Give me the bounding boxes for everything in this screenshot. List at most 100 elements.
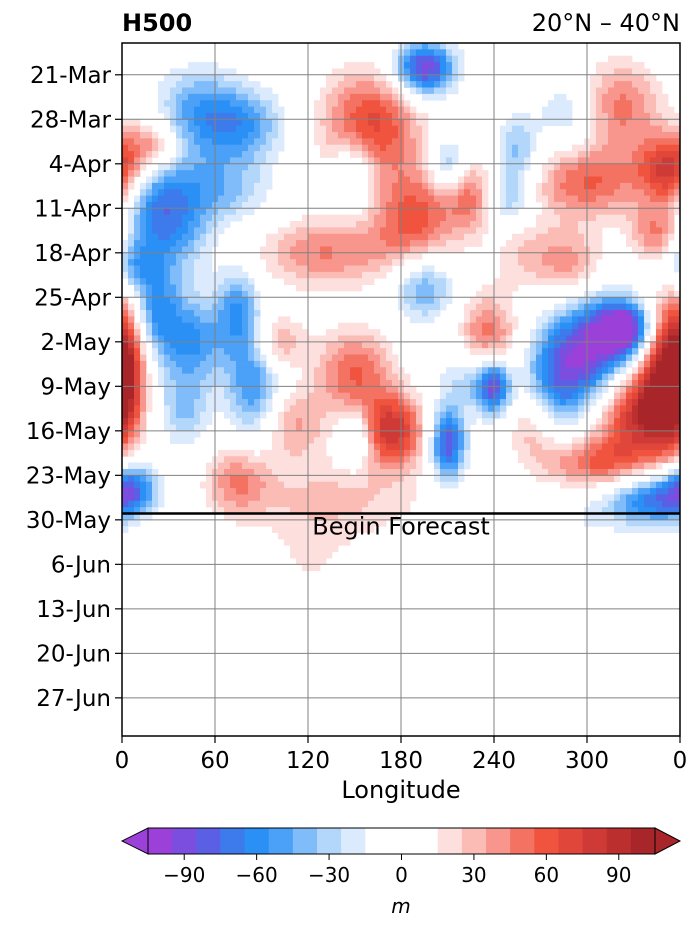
heat-cell [572, 297, 579, 305]
colorbar-swatch [317, 828, 342, 854]
heat-cell [638, 443, 645, 451]
heat-cell [536, 468, 543, 476]
heat-cell [188, 163, 195, 171]
heat-cell [344, 500, 351, 508]
heat-cell [620, 144, 627, 152]
heat-cell [602, 201, 609, 209]
heat-cell [182, 348, 189, 355]
heat-cell [260, 195, 267, 203]
heat-cell [386, 201, 393, 209]
heat-cell [200, 68, 207, 76]
heat-cell [614, 81, 621, 88]
heat-cell [134, 335, 141, 343]
heat-cell [362, 354, 369, 362]
heat-cell [260, 468, 267, 476]
heat-cell [626, 189, 633, 196]
heat-cell [326, 399, 333, 406]
heat-cell [140, 481, 147, 489]
heat-cell [146, 284, 153, 292]
heat-cell [632, 93, 639, 101]
heat-cell [296, 399, 303, 406]
heat-cell [416, 182, 423, 190]
heat-cell [644, 348, 651, 355]
heat-cell [302, 392, 309, 400]
heat-cell [620, 488, 627, 495]
heat-cell [590, 221, 597, 228]
heat-cell [350, 100, 357, 107]
heat-cell [146, 468, 153, 476]
heat-cell [374, 195, 381, 203]
heat-cell [590, 481, 597, 489]
heat-cell [560, 399, 567, 406]
heat-cell [140, 507, 147, 514]
heat-cell [170, 119, 177, 127]
heat-cell [236, 386, 243, 394]
heat-cell [356, 265, 363, 273]
heat-cell [596, 310, 603, 317]
heat-cell [368, 81, 375, 88]
heat-cell [416, 49, 423, 57]
heat-cell [164, 265, 171, 273]
heat-cell [320, 557, 327, 565]
heat-cell [224, 157, 231, 165]
heat-cell [572, 221, 579, 228]
heat-cell [146, 392, 153, 400]
heat-cell [632, 176, 639, 184]
heat-cell [200, 195, 207, 203]
heat-cell [386, 265, 393, 273]
heat-cell [602, 170, 609, 177]
heat-cell [284, 526, 291, 533]
heat-cell [374, 176, 381, 184]
heat-cell [326, 488, 333, 495]
heat-cell [512, 144, 519, 152]
heat-cell [320, 119, 327, 127]
heat-cell [218, 462, 225, 470]
heat-cell [602, 405, 609, 413]
heat-cell [650, 399, 657, 406]
heat-cell [368, 418, 375, 425]
heat-cell [626, 379, 633, 387]
heat-cell [242, 348, 249, 355]
heat-cell [542, 259, 549, 266]
heat-cell [200, 208, 207, 216]
heat-cell [530, 125, 537, 133]
heat-cell [122, 125, 129, 133]
heat-cell [182, 221, 189, 228]
heat-cell [524, 112, 531, 120]
heat-cell [152, 227, 159, 235]
heat-cell [194, 284, 201, 292]
heat-cell [590, 386, 597, 394]
heat-cell [224, 106, 231, 114]
heat-cell [296, 462, 303, 470]
heat-cell [470, 163, 477, 171]
heat-cell [644, 507, 651, 514]
heat-cell [422, 170, 429, 177]
heat-cell [182, 341, 189, 349]
heat-cell [176, 125, 183, 133]
heat-cell [410, 112, 417, 120]
heat-cell [146, 240, 153, 247]
heat-cell [338, 532, 345, 540]
heat-cell [320, 379, 327, 387]
heat-cell [368, 252, 375, 260]
heat-cell [242, 475, 249, 483]
heat-cell [152, 329, 159, 336]
heat-cell [590, 341, 597, 349]
heat-cell [128, 310, 135, 317]
heat-cell [350, 532, 357, 540]
heat-cell [206, 335, 213, 343]
heat-cell [356, 379, 363, 387]
heat-cell [644, 430, 651, 438]
heat-cell [554, 252, 561, 260]
heat-cell [368, 405, 375, 413]
heat-cell [194, 100, 201, 107]
heat-cell [614, 151, 621, 158]
heat-cell [518, 233, 525, 241]
heat-cell [578, 373, 585, 381]
heat-cell [326, 424, 333, 432]
heat-cell [326, 74, 333, 82]
heat-cell [242, 462, 249, 470]
heat-cell [650, 367, 657, 375]
heat-cell [356, 138, 363, 146]
heat-cell [176, 132, 183, 139]
